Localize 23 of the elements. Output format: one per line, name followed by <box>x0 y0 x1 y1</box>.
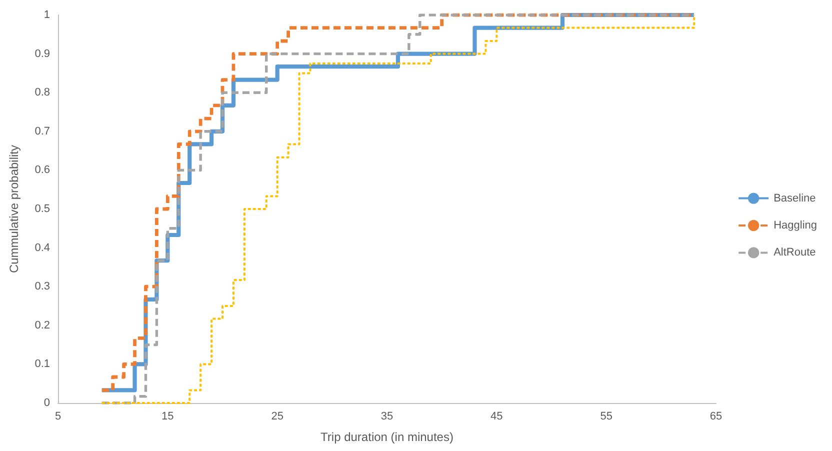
x-tick-label: 25 <box>271 410 284 422</box>
y-tick-label: 0.4 <box>34 242 50 254</box>
x-tick-label: 15 <box>162 410 174 422</box>
x-tick-label: 5 <box>54 410 62 422</box>
y-tick-label: 0.3 <box>34 280 50 293</box>
x-tick-label: 65 <box>710 410 722 422</box>
y-tick-label: 0.1 <box>34 358 50 370</box>
legend-label: Baseline <box>774 192 816 204</box>
y-axis-title: Cummulative probability <box>7 144 21 274</box>
y-tick-label: 0.6 <box>34 164 50 176</box>
x-tick-label: 35 <box>380 410 394 422</box>
legend-label: Haggling <box>774 220 817 232</box>
y-tick-label: 0.7 <box>34 125 50 138</box>
y-tick-label: 0.5 <box>34 203 50 215</box>
legend-label: AltRoute <box>774 246 816 259</box>
x-tick-label: 55 <box>600 410 612 422</box>
x-axis-title: Trip duration (in minutes) <box>320 430 454 444</box>
x-tick-label: 45 <box>490 410 503 422</box>
y-tick-label: 1 <box>44 9 50 21</box>
y-tick-label: 0.2 <box>34 319 50 332</box>
y-tick-label: 0.8 <box>34 86 50 99</box>
y-tick-label: 0 <box>44 397 50 409</box>
y-tick-label: 0.9 <box>34 48 50 60</box>
